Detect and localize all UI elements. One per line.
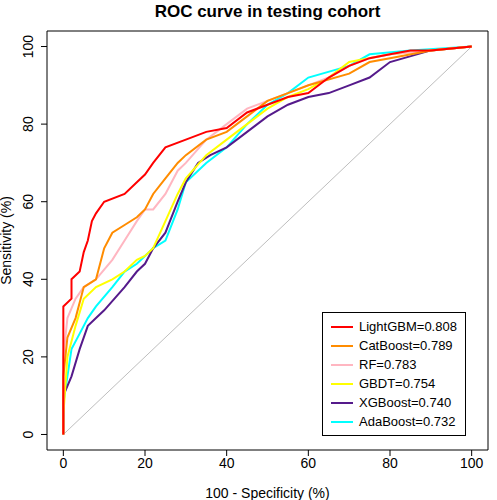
svg-text:0: 0 <box>20 430 36 438</box>
svg-text:100: 100 <box>20 35 36 59</box>
svg-text:80: 80 <box>20 116 36 132</box>
svg-text:100: 100 <box>460 455 484 471</box>
svg-text:0: 0 <box>59 455 67 471</box>
svg-text:40: 40 <box>219 455 235 471</box>
svg-text:100 - Specificity (%): 100 - Specificity (%) <box>205 485 329 500</box>
html-text:AdaBoost=0.732: AdaBoost=0.732 <box>359 414 456 429</box>
html-text:CatBoost=0.789: CatBoost=0.789 <box>359 338 453 353</box>
html-text:ROC curve in testing cohort: ROC curve in testing cohort <box>154 2 381 21</box>
svg-text:80: 80 <box>382 455 398 471</box>
svg-text:20: 20 <box>137 455 153 471</box>
html-text:XGBoost=0.740: XGBoost=0.740 <box>359 395 452 410</box>
svg-text:40: 40 <box>20 271 36 287</box>
html-text:LightGBM=0.808: LightGBM=0.808 <box>359 319 457 334</box>
html-text:GBDT=0.754: GBDT=0.754 <box>359 376 436 391</box>
svg-text:60: 60 <box>20 194 36 210</box>
html-text:RF=0.783: RF=0.783 <box>359 357 417 372</box>
svg-text:60: 60 <box>301 455 317 471</box>
svg-text:20: 20 <box>20 349 36 365</box>
svg-text:Sensitivity (%): Sensitivity (%) <box>8 196 14 285</box>
